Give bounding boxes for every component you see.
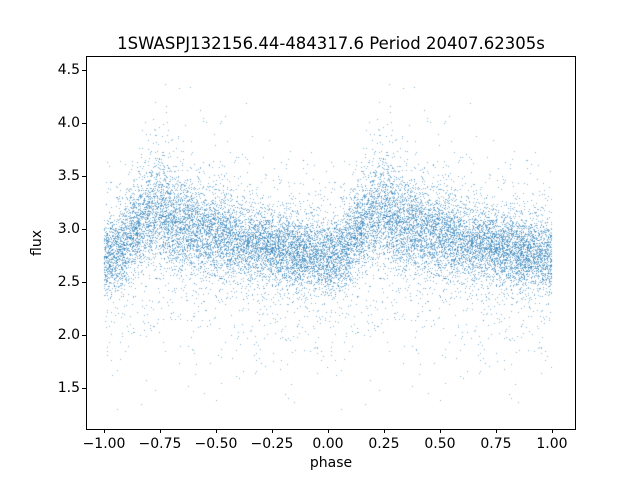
x-tick-mark	[551, 429, 553, 433]
x-tick-label: 1.00	[536, 436, 568, 452]
x-tick-mark	[383, 429, 385, 433]
x-tick-label: 0.25	[368, 436, 400, 452]
y-tick-mark	[82, 334, 86, 336]
y-tick-mark	[82, 122, 86, 124]
y-tick-label: 2.5	[57, 273, 80, 290]
x-axis-label: phase	[309, 455, 353, 471]
y-tick-mark	[82, 175, 86, 177]
y-tick-label: 3.0	[57, 220, 80, 237]
x-tick-mark	[327, 429, 329, 433]
plot-area	[86, 56, 576, 430]
x-tick-label: −1.00	[82, 436, 126, 452]
x-tick-mark	[215, 429, 217, 433]
y-tick-label: 4.5	[57, 61, 80, 78]
y-tick-mark	[82, 69, 86, 71]
x-tick-label: −0.50	[194, 436, 238, 452]
y-tick-label: 4.0	[57, 114, 80, 131]
x-tick-label: −0.25	[250, 436, 294, 452]
x-tick-mark	[160, 429, 161, 433]
y-tick-label: 1.5	[57, 379, 80, 396]
y-tick-mark	[82, 281, 86, 283]
x-tick-label: 0.75	[480, 436, 512, 452]
x-tick-mark	[104, 429, 106, 433]
y-axis-label: flux	[29, 230, 45, 256]
scatter-canvas	[87, 57, 575, 429]
x-tick-label: 0.00	[312, 436, 344, 452]
x-tick-mark	[439, 429, 441, 433]
x-tick-mark	[271, 429, 273, 433]
y-tick-label: 3.5	[57, 167, 80, 184]
y-tick-mark	[82, 228, 86, 230]
x-tick-label: −0.75	[138, 436, 182, 452]
x-tick-mark	[495, 429, 497, 433]
chart-title: 1SWASPJ132156.44-484317.6 Period 20407.6…	[117, 34, 545, 53]
y-tick-mark	[82, 387, 86, 389]
y-tick-label: 2.0	[57, 326, 80, 343]
x-tick-label: 0.50	[424, 436, 456, 452]
